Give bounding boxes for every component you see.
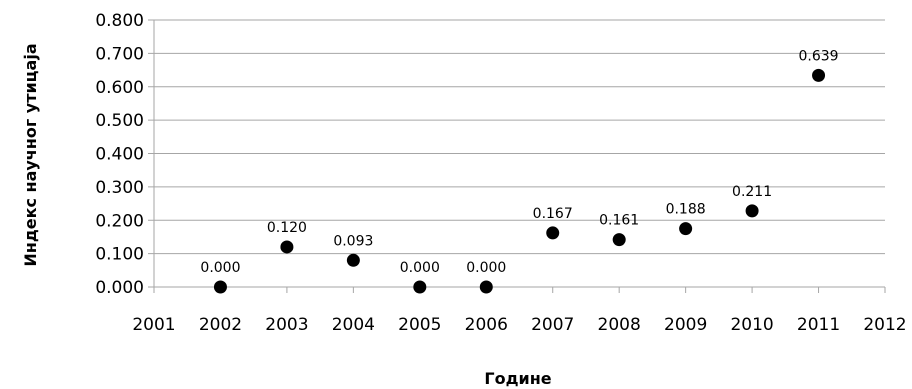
gridlines xyxy=(154,19,885,255)
y-tick-label: 0.200 xyxy=(95,211,144,231)
y-tick-labels: 0.000 0.100 0.200 0.300 0.400 0.500 0.600 0.700… xyxy=(95,11,144,298)
data-label: 0.093 xyxy=(333,233,373,249)
x-tick-label: 2006 xyxy=(465,315,508,335)
y-tick-label: 0.800 xyxy=(95,11,144,31)
y-tick-label: 0.400 xyxy=(95,145,144,165)
x-tick-labels: 2001 2002 2003 2004 2005 2006 2007 2008 2009 2010… xyxy=(132,315,906,335)
y-tick-label: 0.300 xyxy=(95,178,144,198)
data-label: 0.161 xyxy=(599,213,639,229)
x-tick-label: 2002 xyxy=(199,315,242,335)
y-tick-label: 0.500 xyxy=(95,111,144,131)
data-point xyxy=(280,240,294,254)
x-tick-label: 2005 xyxy=(398,315,441,335)
y-tick-label: 0.600 xyxy=(95,78,144,98)
data-label: 0.000 xyxy=(466,260,506,276)
x-tick-label: 2011 xyxy=(797,315,840,335)
x-tick-label: 2009 xyxy=(664,315,707,335)
data-point xyxy=(745,204,759,218)
data-point xyxy=(612,233,626,247)
y-tick-label: 0.100 xyxy=(95,245,144,265)
y-axis-title: Индекс научног утицаја xyxy=(21,43,40,266)
data-point xyxy=(213,280,227,294)
y-tick-label: 0.700 xyxy=(95,44,144,64)
y-tick-label: 0.000 xyxy=(95,278,144,298)
data-label: 0.188 xyxy=(666,202,706,218)
x-tick-label: 2003 xyxy=(265,315,308,335)
data-point xyxy=(479,280,493,294)
x-tick-label: 2007 xyxy=(531,315,574,335)
x-tick-label: 2010 xyxy=(730,315,773,335)
data-label: 0.000 xyxy=(200,260,240,276)
data-point xyxy=(812,68,826,82)
data-point xyxy=(346,253,360,267)
data-label: 0.000 xyxy=(400,260,440,276)
data-label: 0.211 xyxy=(732,184,772,200)
x-tick-label: 2012 xyxy=(863,315,906,335)
data-labels: 0.000 0.120 0.093 0.000 0.000 0.167 0.161 0.188… xyxy=(200,48,838,276)
x-axis-title: Године xyxy=(484,369,551,388)
x-tick-label: 2004 xyxy=(332,315,375,335)
data-point xyxy=(679,222,693,236)
x-tick-label: 2008 xyxy=(598,315,641,335)
data-point xyxy=(413,280,427,294)
data-label: 0.120 xyxy=(267,220,307,236)
x-tick-label: 2001 xyxy=(132,315,175,335)
axes xyxy=(148,19,886,293)
data-points xyxy=(213,68,826,294)
data-point xyxy=(546,226,560,240)
data-label: 0.167 xyxy=(533,206,573,222)
data-label: 0.639 xyxy=(798,48,838,64)
